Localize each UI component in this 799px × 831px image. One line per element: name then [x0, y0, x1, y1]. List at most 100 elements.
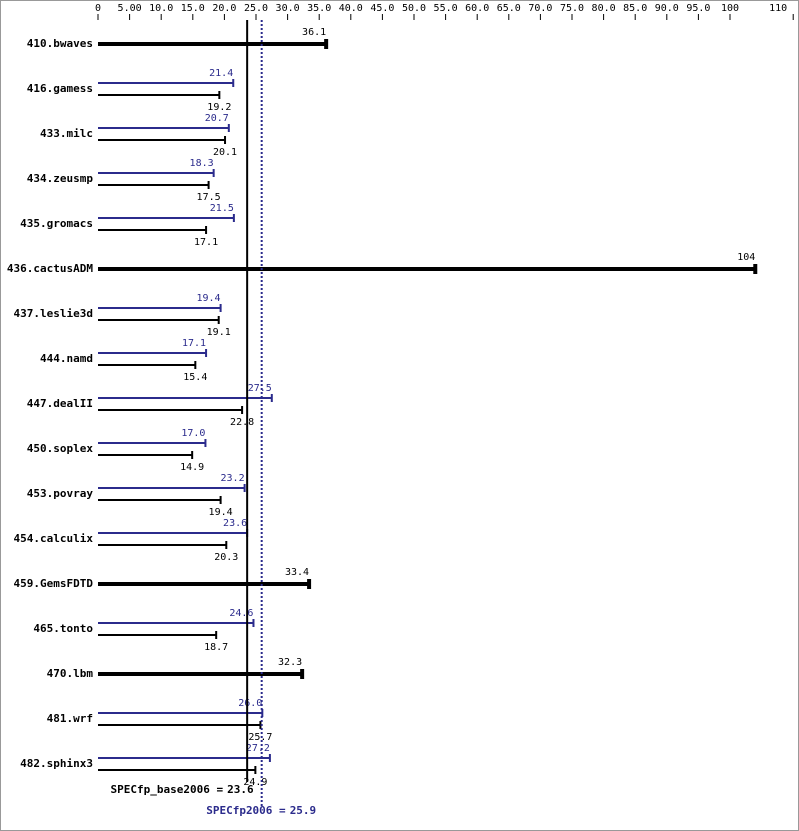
- category-label: 433.milc: [40, 127, 93, 140]
- peak-value-label: 20.7: [205, 113, 229, 124]
- base-bar: [98, 136, 227, 144]
- peak-bar: [98, 529, 249, 537]
- bar: [98, 264, 758, 274]
- base-value-label: 24.9: [243, 777, 267, 788]
- base-bar: [98, 766, 257, 774]
- base-value-label: 25.7: [248, 732, 272, 743]
- x-tick-label: 70.0: [528, 3, 552, 14]
- base-value-label: 20.3: [214, 552, 238, 563]
- base-bar: [98, 496, 222, 504]
- base-value-label: 15.4: [183, 372, 207, 383]
- category-label: 482.sphinx3: [20, 757, 93, 770]
- x-tick-label: 100: [721, 3, 739, 14]
- peak-bar: [98, 214, 235, 222]
- category-label: 436.cactusADM: [7, 262, 93, 275]
- category-label: 444.namd: [40, 352, 93, 365]
- peak-value-label: 26.0: [238, 698, 262, 709]
- peak-bar: [98, 709, 264, 717]
- peak-value-label: 17.0: [181, 428, 205, 439]
- x-tick-label: 0: [95, 3, 101, 14]
- category-label: 454.calculix: [14, 532, 94, 545]
- x-tick-label: 95.0: [686, 3, 710, 14]
- category-label: 450.soplex: [27, 442, 94, 455]
- base-bar: [98, 361, 197, 369]
- base-value-label: 19.1: [207, 327, 231, 338]
- value-label: 104: [737, 252, 755, 263]
- base-summary-label: SPECfp_base2006 =: [111, 783, 224, 796]
- base-value-label: 17.1: [194, 237, 218, 248]
- x-tick-label: 60.0: [465, 3, 489, 14]
- base-value-label: 22.8: [230, 417, 254, 428]
- x-tick-label: 110: [769, 3, 787, 14]
- x-tick-label: 45.0: [370, 3, 394, 14]
- peak-bar: [98, 619, 255, 627]
- peak-value-label: 21.5: [210, 203, 234, 214]
- peak-bar: [98, 169, 215, 177]
- x-tick-label: 30.0: [276, 3, 300, 14]
- peak-bar: [98, 304, 222, 312]
- category-label: 437.leslie3d: [14, 307, 93, 320]
- peak-bar: [98, 439, 207, 447]
- x-tick-label: 55.0: [434, 3, 458, 14]
- x-tick-label: 25.0: [244, 3, 268, 14]
- base-value-label: 14.9: [180, 462, 204, 473]
- base-value-label: 18.7: [204, 642, 228, 653]
- peak-bar: [98, 124, 230, 132]
- bar: [98, 669, 305, 679]
- category-label: 410.bwaves: [27, 37, 93, 50]
- peak-value-label: 18.3: [190, 158, 214, 169]
- category-label: 447.dealII: [27, 397, 93, 410]
- base-bar: [98, 316, 220, 324]
- x-tick-label: 50.0: [402, 3, 426, 14]
- base-bar: [98, 226, 208, 234]
- category-label: 416.gamess: [27, 82, 93, 95]
- base-bar: [98, 541, 228, 549]
- base-bar: [98, 451, 194, 459]
- base-value-label: 19.4: [209, 507, 233, 518]
- peak-bar: [98, 349, 208, 357]
- peak-value-label: 27.2: [246, 743, 270, 754]
- bar: [98, 39, 329, 49]
- peak-value-label: 23.6: [223, 518, 247, 529]
- x-tick-label: 65.0: [497, 3, 521, 14]
- base-summary-value: 23.6: [227, 783, 254, 796]
- category-label: 481.wrf: [47, 712, 93, 725]
- base-bar: [98, 631, 218, 639]
- category-label: 459.GemsFDTD: [14, 577, 94, 590]
- category-label: 465.tonto: [33, 622, 93, 635]
- x-tick-label: 15.0: [181, 3, 205, 14]
- peak-value-label: 17.1: [182, 338, 206, 349]
- base-value-label: 20.1: [213, 147, 237, 158]
- category-label: 435.gromacs: [20, 217, 93, 230]
- value-label: 33.4: [285, 567, 309, 578]
- x-tick-label: 75.0: [560, 3, 584, 14]
- x-tick-label: 40.0: [339, 3, 363, 14]
- peak-bar: [98, 484, 246, 492]
- base-value-label: 19.2: [207, 102, 231, 113]
- x-tick-label: 90.0: [655, 3, 679, 14]
- peak-value-label: 23.2: [221, 473, 245, 484]
- category-label: 470.lbm: [47, 667, 94, 680]
- peak-value-label: 19.4: [197, 293, 221, 304]
- value-label: 32.3: [278, 657, 302, 668]
- x-tick-label: 85.0: [623, 3, 647, 14]
- base-bar: [98, 721, 262, 729]
- base-bar: [98, 406, 244, 414]
- x-tick-label: 80.0: [592, 3, 616, 14]
- peak-bar: [98, 79, 235, 87]
- value-label: 36.1: [302, 27, 326, 38]
- x-tick-label: 10.0: [149, 3, 173, 14]
- base-bar: [98, 181, 210, 189]
- x-tick-label: 5.00: [118, 3, 142, 14]
- peak-value-label: 27.5: [248, 383, 272, 394]
- base-bar: [98, 91, 221, 99]
- x-tick-label: 35.0: [307, 3, 331, 14]
- base-value-label: 17.5: [197, 192, 221, 203]
- peak-bar: [98, 754, 271, 762]
- peak-bar: [98, 394, 273, 402]
- category-label: 434.zeusmp: [27, 172, 94, 185]
- peak-value-label: 24.6: [229, 608, 253, 619]
